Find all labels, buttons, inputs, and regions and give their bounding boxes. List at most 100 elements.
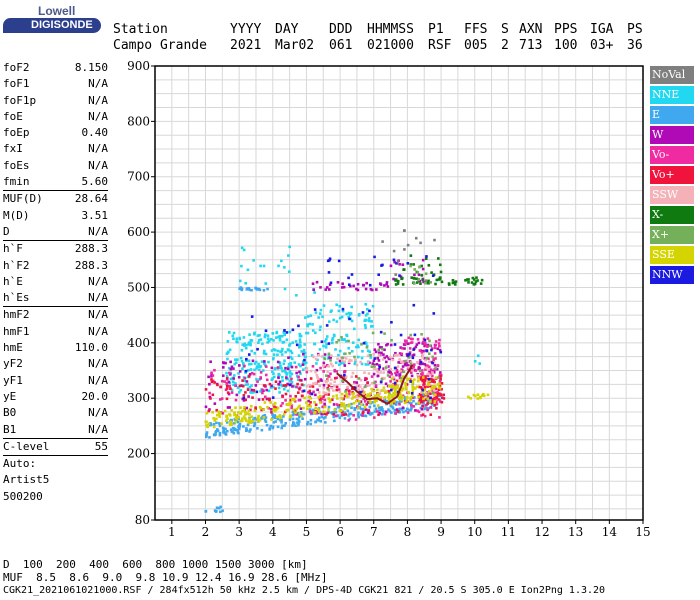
data-point-e — [353, 408, 357, 411]
data-point-nne — [277, 386, 281, 390]
param-value: N/A — [88, 373, 108, 387]
data-point-nne — [364, 326, 367, 330]
data-point-sse — [387, 384, 391, 388]
data-point-sse — [343, 404, 346, 408]
data-point-nnw — [439, 350, 443, 354]
data-point-sse — [411, 387, 415, 390]
data-point-x+ — [344, 390, 347, 393]
data-point-noval — [406, 243, 410, 247]
data-point-w — [375, 362, 379, 366]
data-point-ssw — [428, 373, 432, 377]
data-point-nne — [249, 391, 252, 394]
data-point-sse — [292, 398, 296, 402]
data-point-nnw — [412, 303, 416, 307]
data-point-nne — [318, 312, 322, 315]
data-point-e — [422, 394, 426, 397]
data-point-sse — [269, 401, 272, 404]
data-point-e — [409, 408, 413, 412]
data-point-w — [396, 370, 399, 374]
data-point-nne — [249, 368, 253, 371]
footer-distance-values: 100 200 400 600 800 1000 1500 3000 [km] — [9, 558, 308, 571]
data-point-x+ — [341, 356, 344, 360]
data-point-ssw — [348, 358, 352, 362]
data-point-noval — [419, 241, 422, 245]
data-point-e — [205, 431, 209, 434]
data-point-vo- — [323, 365, 327, 369]
data-point-e — [218, 431, 222, 435]
param-value: N/A — [88, 422, 108, 436]
data-point-vo+ — [311, 385, 315, 388]
data-point-nne — [473, 359, 477, 363]
data-point-sse — [373, 400, 377, 404]
data-point-sse — [390, 402, 393, 406]
data-point-nne — [249, 343, 252, 347]
data-point-ssw — [331, 364, 334, 368]
data-point-w — [383, 284, 386, 287]
param-name: yF2 — [3, 357, 23, 371]
data-point-nnw — [328, 257, 332, 261]
data-point-vo+ — [294, 395, 298, 398]
data-point-ssw — [407, 366, 410, 369]
data-point-vo- — [410, 371, 413, 374]
data-point-vo- — [347, 393, 351, 396]
data-point-e — [306, 420, 310, 424]
data-point-sse — [207, 422, 211, 426]
data-point-nne — [259, 338, 263, 341]
data-point-x- — [420, 264, 423, 268]
data-point-nne — [290, 351, 294, 355]
data-point-ssw — [344, 357, 348, 360]
footer-distance-label: D — [3, 558, 10, 571]
data-point-vo- — [424, 404, 428, 407]
data-point-w — [229, 367, 233, 371]
data-point-e — [238, 422, 242, 426]
data-point-sse — [266, 405, 269, 409]
data-point-nne — [250, 391, 254, 394]
data-point-nne — [283, 287, 287, 291]
data-point-vo- — [323, 398, 327, 402]
data-point-nne — [340, 338, 344, 342]
data-point-w — [394, 351, 397, 355]
data-point-nne — [238, 279, 242, 283]
data-point-nne — [266, 341, 269, 344]
data-point-w — [389, 343, 393, 347]
data-point-sse — [272, 403, 276, 406]
data-point-nne — [289, 349, 293, 353]
data-point-nne — [302, 350, 306, 353]
data-point-vo- — [425, 344, 428, 348]
data-point-nne — [338, 304, 342, 308]
data-point-nne — [250, 349, 253, 353]
data-point-vo+ — [421, 379, 424, 383]
data-point-sse — [285, 409, 288, 412]
data-point-nne — [259, 264, 262, 268]
x-tick-label: 15 — [635, 525, 650, 539]
data-point-sse — [416, 379, 420, 383]
data-point-nne — [243, 342, 247, 346]
data-point-nne — [345, 312, 348, 316]
data-point-nne — [278, 373, 281, 377]
data-point-sse — [323, 410, 326, 414]
data-point-ssw — [322, 364, 325, 368]
data-point-ssw — [409, 361, 413, 364]
data-point-x+ — [388, 392, 391, 395]
data-point-sse — [372, 389, 376, 393]
data-point-vo- — [290, 406, 294, 410]
data-point-sse — [282, 412, 286, 416]
data-point-vo+ — [405, 383, 409, 386]
data-point-vo+ — [211, 393, 215, 397]
data-point-vo+ — [225, 397, 229, 401]
header-col-2-value: Mar02 — [275, 38, 315, 53]
data-point-nne — [304, 361, 308, 365]
data-point-x- — [430, 271, 433, 274]
data-point-sse — [403, 401, 407, 405]
data-point-x- — [415, 277, 419, 281]
data-point-w — [221, 374, 225, 377]
data-point-x+ — [327, 352, 331, 356]
data-point-w — [417, 341, 421, 345]
data-point-nne — [271, 370, 274, 374]
x-tick-label: 13 — [568, 525, 583, 539]
data-point-sse — [383, 396, 387, 399]
data-point-w — [439, 371, 442, 374]
param-name: foF2 — [3, 61, 30, 74]
data-point-vo+ — [273, 405, 276, 409]
data-point-sse — [300, 414, 304, 418]
